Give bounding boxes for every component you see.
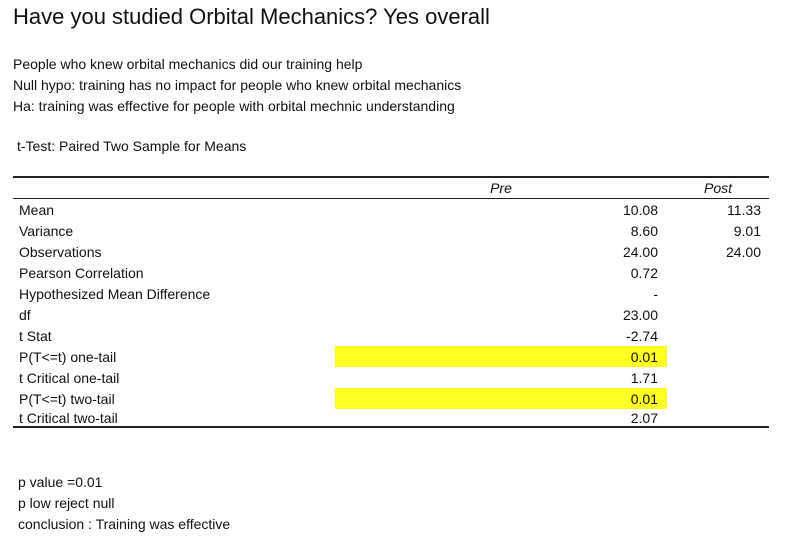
table-body: Mean 10.08 11.33 Variance 8.60 9.01 Observatio…: [13, 199, 769, 428]
table-row: Pearson Correlation 0.72: [13, 262, 769, 283]
header-label: [13, 176, 335, 199]
post-value: [667, 304, 769, 325]
null-hypothesis-line: Null hypo: training has no impact for pe…: [13, 77, 462, 93]
row-label: Variance: [19, 222, 74, 239]
test-title: t-Test: Paired Two Sample for Means: [17, 138, 247, 154]
conclusion-block: p value =0.01 p low reject null conclusi…: [18, 472, 230, 535]
post-value: [667, 409, 769, 428]
row-label: t Critical one-tail: [19, 369, 120, 386]
pre-value: -: [653, 285, 658, 302]
row-label: P(T<=t) two-tail: [19, 390, 115, 407]
p-value-line: p value =0.01: [18, 474, 103, 490]
row-label: t Critical two-tail: [13, 409, 335, 428]
table-row: P(T<=t) two-tail 0.01: [13, 388, 769, 409]
table-row: t Critical one-tail 1.71: [13, 367, 769, 388]
header-pre: Pre: [335, 176, 667, 199]
ttest-results-table: Pre Post Mean 10.08 11.33 Variance 8.60 9.01 O…: [13, 176, 769, 428]
table-row: Variance 8.60 9.01: [13, 220, 769, 241]
table-row: Hypothesized Mean Difference -: [13, 283, 769, 304]
header-post: Post: [667, 176, 769, 199]
pre-value: -2.74: [626, 327, 658, 344]
table-row: t Stat -2.74: [13, 325, 769, 346]
post-value: [667, 262, 769, 283]
table-row: t Critical two-tail 2.07: [13, 409, 769, 428]
post-value: 24.00: [725, 243, 761, 260]
hypothesis-notes: People who knew orbital mechanics did ou…: [13, 54, 461, 117]
row-label: Mean: [19, 201, 55, 218]
post-value: 9.01: [733, 222, 761, 239]
row-label: P(T<=t) one-tail: [19, 348, 117, 365]
table-row: Observations 24.00 24.00: [13, 241, 769, 262]
pre-value: 0.01: [335, 346, 667, 367]
post-value: 11.33: [727, 201, 761, 218]
conclusion-line: conclusion : Training was effective: [18, 516, 231, 532]
pre-value: 2.07: [335, 409, 667, 428]
pre-value: 0.72: [630, 264, 658, 281]
pre-value: 1.71: [630, 369, 658, 386]
pre-value: 0.01: [335, 388, 667, 409]
pre-value: 23.00: [622, 306, 658, 323]
table-row: df 23.00: [13, 304, 769, 325]
post-value: [667, 388, 769, 409]
pre-value: 24.00: [622, 243, 658, 260]
decision-line: p low reject null: [18, 495, 115, 511]
post-value: [667, 325, 769, 346]
row-label: t Stat: [19, 327, 52, 344]
table-row: P(T<=t) one-tail 0.01: [13, 346, 769, 367]
pre-value: 10.08: [622, 201, 658, 218]
table-header-row: Pre Post: [13, 176, 769, 199]
alt-hypothesis-line: Ha: training was effective for people wi…: [13, 98, 455, 114]
post-value: [667, 367, 769, 388]
note-line: People who knew orbital mechanics did ou…: [13, 56, 363, 72]
row-label: df: [19, 306, 31, 323]
post-value: [667, 346, 769, 367]
table-row: Mean 10.08 11.33: [13, 199, 769, 221]
row-label: Hypothesized Mean Difference: [19, 285, 211, 302]
row-label: Pearson Correlation: [19, 264, 144, 281]
post-value: [667, 283, 769, 304]
row-label: Observations: [19, 243, 102, 260]
page-title: Have you studied Orbital Mechanics? Yes …: [13, 4, 490, 29]
pre-value: 8.60: [630, 222, 658, 239]
